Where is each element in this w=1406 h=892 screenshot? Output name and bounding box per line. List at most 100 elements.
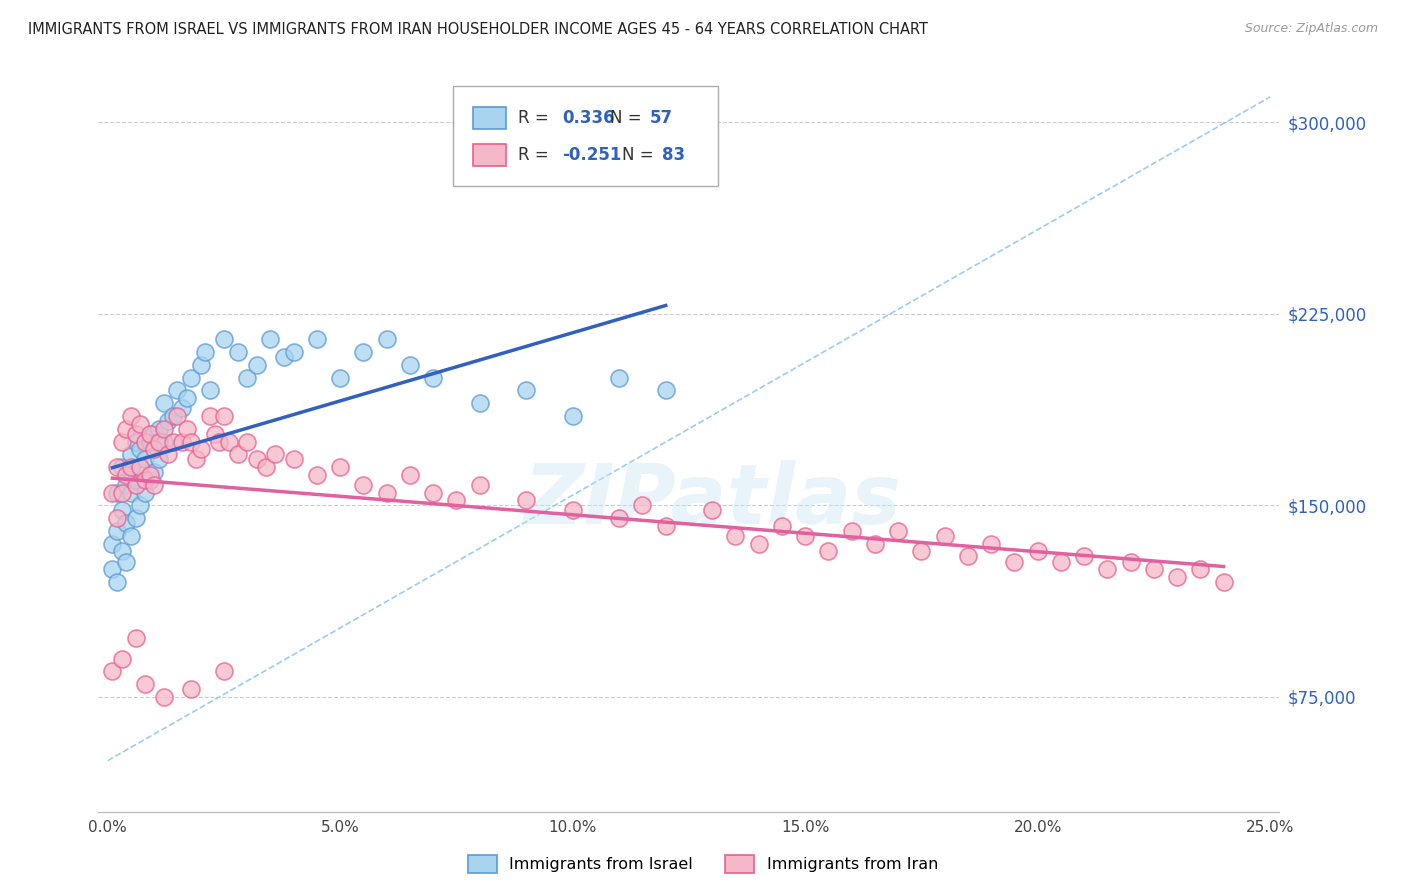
Text: R =: R = — [517, 146, 554, 164]
Point — [124, 478, 146, 492]
Point — [607, 370, 630, 384]
FancyBboxPatch shape — [472, 107, 506, 129]
Point — [194, 345, 217, 359]
Text: IMMIGRANTS FROM ISRAEL VS IMMIGRANTS FROM IRAN HOUSEHOLDER INCOME AGES 45 - 64 Y: IMMIGRANTS FROM ISRAEL VS IMMIGRANTS FRO… — [28, 22, 928, 37]
Point — [148, 422, 170, 436]
Point — [172, 401, 194, 416]
Point — [101, 665, 124, 679]
Point — [120, 447, 142, 461]
Point — [111, 434, 134, 449]
Text: 57: 57 — [650, 109, 673, 127]
Point — [329, 460, 352, 475]
Point — [120, 485, 142, 500]
Point — [1050, 555, 1073, 569]
Point — [105, 460, 128, 475]
Point — [1143, 562, 1166, 576]
Point — [157, 447, 180, 461]
Text: Source: ZipAtlas.com: Source: ZipAtlas.com — [1244, 22, 1378, 36]
Point — [190, 442, 212, 457]
Point — [1002, 555, 1025, 569]
Point — [1097, 562, 1119, 576]
Point — [748, 536, 770, 550]
Point — [176, 391, 198, 405]
Point — [166, 384, 188, 398]
Point — [468, 478, 491, 492]
Point — [1026, 544, 1049, 558]
Point — [515, 384, 537, 398]
Point — [863, 536, 886, 550]
Point — [631, 499, 654, 513]
Point — [143, 478, 166, 492]
Point — [245, 452, 267, 467]
Point — [129, 499, 152, 513]
Point — [212, 665, 235, 679]
Point — [226, 447, 249, 461]
Point — [702, 503, 724, 517]
Point — [129, 460, 152, 475]
Point — [105, 524, 128, 538]
Point — [115, 422, 138, 436]
Point — [138, 434, 160, 449]
Point — [143, 442, 166, 457]
Point — [115, 478, 138, 492]
Point — [841, 524, 863, 538]
Point — [134, 434, 156, 449]
Point — [124, 473, 146, 487]
Point — [264, 447, 287, 461]
Point — [101, 562, 124, 576]
Point — [561, 409, 583, 423]
Point — [329, 370, 352, 384]
Point — [176, 422, 198, 436]
Point — [212, 333, 235, 347]
Point — [134, 473, 156, 487]
Point — [283, 345, 305, 359]
Point — [129, 442, 152, 457]
Point — [105, 485, 128, 500]
Point — [208, 434, 231, 449]
Point — [190, 358, 212, 372]
Point — [180, 434, 202, 449]
Point — [101, 485, 124, 500]
Point — [654, 518, 676, 533]
Point — [934, 529, 956, 543]
FancyBboxPatch shape — [472, 144, 506, 166]
Point — [120, 409, 142, 423]
Point — [607, 511, 630, 525]
Point — [105, 511, 128, 525]
Point — [887, 524, 910, 538]
Point — [129, 465, 152, 479]
Point — [1073, 549, 1095, 564]
Point — [101, 536, 124, 550]
Point — [654, 384, 676, 398]
Point — [817, 544, 839, 558]
Point — [138, 467, 160, 482]
Point — [980, 536, 1002, 550]
Point — [245, 358, 267, 372]
Point — [152, 422, 174, 436]
Point — [148, 452, 170, 467]
Point — [124, 434, 146, 449]
Point — [115, 555, 138, 569]
FancyBboxPatch shape — [453, 87, 718, 186]
Point — [259, 333, 281, 347]
Point — [162, 409, 184, 423]
Legend: Immigrants from Israel, Immigrants from Iran: Immigrants from Israel, Immigrants from … — [461, 848, 945, 880]
Point — [305, 467, 328, 482]
Text: 0.336: 0.336 — [562, 109, 616, 127]
Point — [152, 690, 174, 704]
Point — [134, 485, 156, 500]
Point — [138, 473, 160, 487]
Point — [111, 485, 134, 500]
Point — [134, 677, 156, 691]
Point — [134, 452, 156, 467]
Point — [375, 485, 398, 500]
Point — [1189, 562, 1212, 576]
Text: R =: R = — [517, 109, 554, 127]
Point — [111, 460, 134, 475]
Point — [166, 409, 188, 423]
Point — [770, 518, 793, 533]
Point — [561, 503, 583, 517]
Point — [111, 544, 134, 558]
Point — [1166, 570, 1188, 584]
Point — [226, 345, 249, 359]
